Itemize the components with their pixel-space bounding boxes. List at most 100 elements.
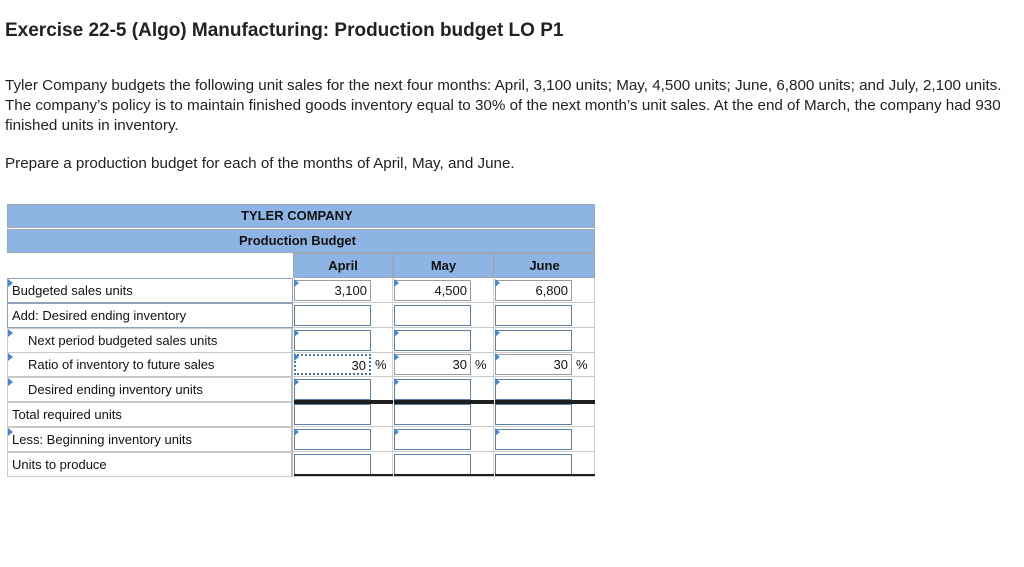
amount-input[interactable] [394, 379, 471, 401]
table-cell [293, 402, 393, 427]
amount-input[interactable] [394, 453, 471, 475]
amount-input[interactable] [394, 329, 471, 351]
percent-sign: % [576, 357, 588, 373]
amount-input[interactable] [495, 329, 572, 351]
table-row: Total required units [7, 402, 595, 427]
cell-marker-icon [394, 279, 399, 287]
row-marker-icon [8, 328, 13, 337]
table-cell [494, 402, 595, 427]
row-marker-icon [8, 353, 13, 362]
total-underline [495, 473, 595, 476]
cell-marker-icon [294, 328, 299, 337]
amount-input[interactable]: 30 [495, 354, 572, 376]
column-label: April [328, 258, 358, 273]
row-label: Less: Beginning inventory units [7, 426, 293, 452]
cell-marker-icon [294, 427, 299, 436]
table-cell [494, 278, 595, 303]
amount-input[interactable] [495, 428, 572, 450]
amount-input[interactable] [294, 379, 371, 401]
table-row: Units to produce [7, 451, 595, 477]
percent-sign: % [475, 357, 487, 373]
total-underline [495, 400, 595, 403]
cell-marker-icon [495, 378, 500, 387]
amount-input[interactable] [495, 453, 572, 475]
table-cell [293, 451, 393, 477]
cell-marker-icon [495, 427, 500, 436]
table-cell [393, 278, 494, 303]
statement-name: Production Budget [239, 233, 356, 248]
table-cell [494, 352, 595, 378]
cell-marker-icon [294, 353, 299, 362]
row-marker-icon [8, 279, 13, 287]
cell-marker-icon [394, 427, 399, 436]
cell-marker-icon [495, 353, 500, 362]
table-row: Ratio of inventory to future sales 30% 30%… [7, 352, 595, 378]
total-underline [394, 400, 494, 403]
row-label: Units to produce [7, 451, 293, 477]
total-underline [495, 402, 595, 404]
column-header-may: May [393, 253, 494, 278]
amount-input[interactable] [394, 428, 471, 450]
table-row: Add: Desired ending inventory [7, 302, 595, 328]
cell-marker-icon [495, 279, 500, 287]
table-cell [293, 426, 393, 452]
amount-input[interactable]: 6,800 [495, 280, 572, 301]
amount-input[interactable] [294, 404, 371, 425]
amount-input[interactable] [495, 304, 572, 326]
table-cell [494, 327, 595, 353]
amount-input[interactable]: 3,100 [294, 280, 371, 301]
table-cell [494, 451, 595, 477]
total-underline [294, 400, 393, 403]
table-cell [393, 402, 494, 427]
total-underline [394, 402, 494, 404]
table-cell [393, 352, 494, 378]
row-label: Next period budgeted sales units [7, 327, 293, 353]
amount-input[interactable] [495, 404, 572, 425]
amount-input[interactable]: 30 [394, 354, 471, 376]
row-marker-icon [8, 378, 13, 387]
table-row: Desired ending inventory units [7, 377, 595, 403]
amount-input[interactable] [294, 329, 371, 351]
amount-input[interactable] [294, 428, 371, 450]
row-label: Ratio of inventory to future sales [7, 352, 293, 378]
column-label: May [430, 258, 457, 273]
table-cell [393, 426, 494, 452]
cell-marker-icon [394, 353, 399, 362]
percent-sign: % [375, 357, 387, 373]
total-underline [294, 473, 393, 476]
company-header: TYLER COMPANY [7, 204, 595, 228]
row-label: Budgeted sales units [7, 278, 293, 303]
table-cell [494, 377, 595, 403]
production-budget-table: TYLER COMPANY Production Budget April Ma… [7, 204, 595, 477]
table-cell [393, 451, 494, 477]
amount-input[interactable] [394, 404, 471, 425]
row-marker-icon [8, 427, 13, 436]
column-label: June [529, 258, 560, 273]
table-cell [293, 377, 393, 403]
table-cell [393, 302, 494, 328]
statement-header: Production Budget [7, 229, 595, 253]
row-label: Add: Desired ending inventory [7, 302, 293, 328]
amount-input[interactable]: 4,500 [394, 280, 471, 301]
column-header-april: April [293, 253, 393, 278]
amount-input[interactable] [294, 453, 371, 475]
amount-input[interactable] [294, 304, 371, 326]
cell-marker-icon [294, 279, 299, 287]
page-title: Exercise 22-5 (Algo) Manufacturing: Prod… [5, 20, 564, 41]
table-cell [494, 426, 595, 452]
amount-input[interactable] [495, 379, 572, 401]
amount-input[interactable]: 30 [294, 354, 371, 376]
table-row: Budgeted sales units 3,100 4,500 6,800 [7, 278, 595, 303]
table-cell [293, 278, 393, 303]
row-label: Total required units [7, 402, 293, 427]
instructions: Prepare a production budget for each of … [5, 155, 515, 172]
table-row: Next period budgeted sales units [7, 327, 595, 353]
table-cell [293, 327, 393, 353]
amount-input[interactable] [394, 304, 471, 326]
cell-marker-icon [495, 328, 500, 337]
table-cell [293, 302, 393, 328]
table-cell [393, 327, 494, 353]
cell-marker-icon [294, 378, 299, 387]
table-cell [293, 352, 393, 378]
cell-marker-icon [394, 378, 399, 387]
